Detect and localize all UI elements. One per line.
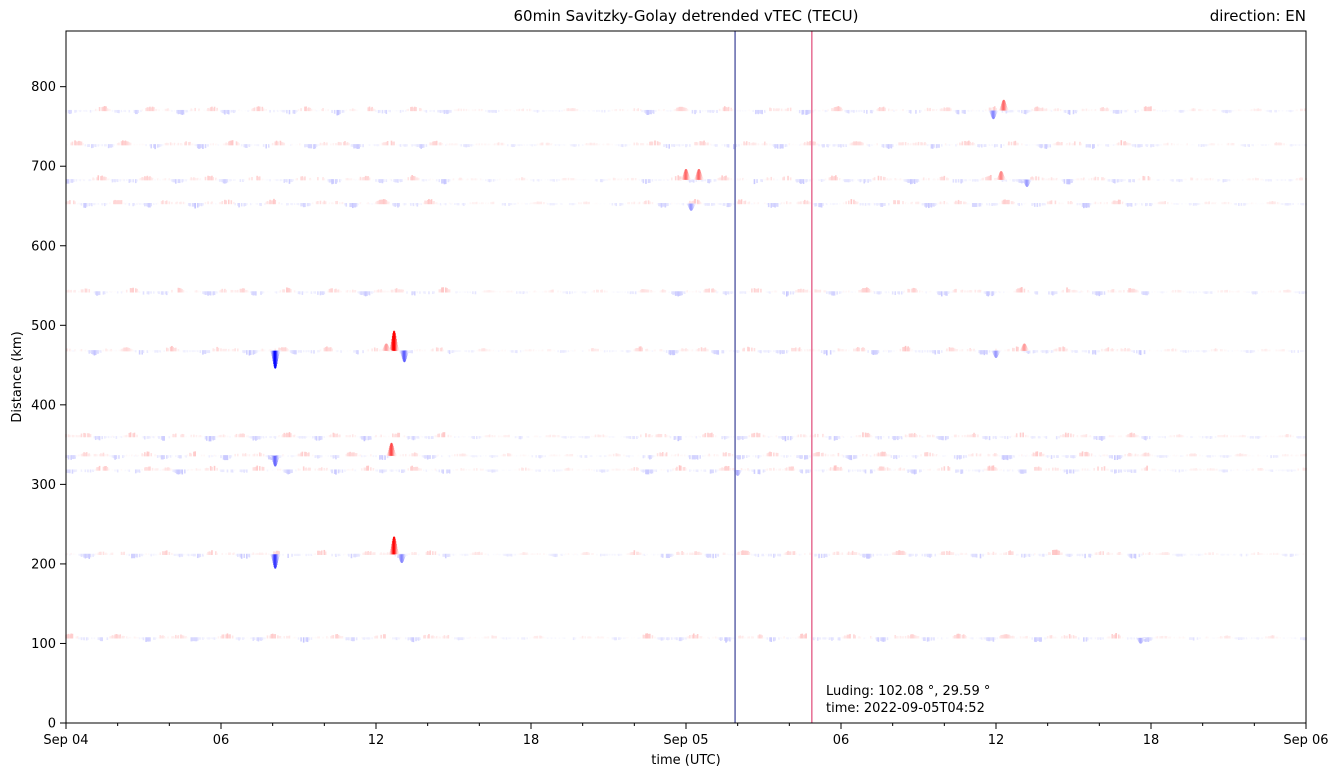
plot-area: Sep 04 06 12 18 Sep 05 06 12 18 Sep 06 010020030… <box>31 30 1329 748</box>
tec-traces <box>65 99 1307 644</box>
station-trace <box>66 345 1306 356</box>
station-trace <box>65 451 1307 461</box>
station-trace <box>65 633 1307 643</box>
chart-title: 60min Savitzky-Golay detrended vTEC (TEC… <box>514 7 859 25</box>
station-trace <box>65 432 1306 442</box>
station-trace <box>65 549 1305 559</box>
direction-label: direction: EN <box>1210 7 1306 25</box>
station-trace <box>66 287 1307 297</box>
station-trace <box>66 465 1307 475</box>
